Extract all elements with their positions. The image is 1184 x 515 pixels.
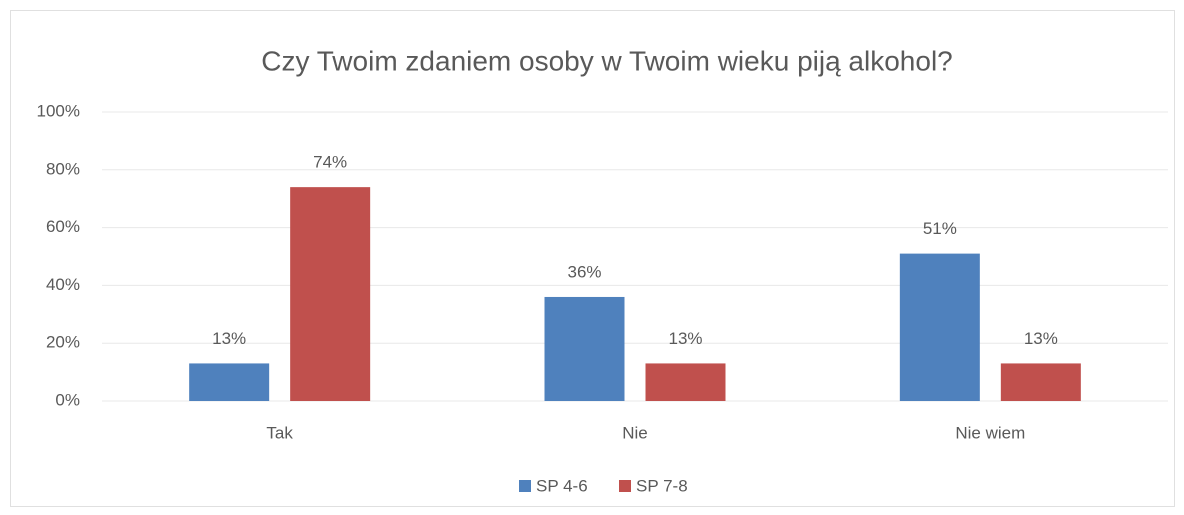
legend-label: SP 7-8 [636, 476, 688, 495]
y-tick-label: 0% [55, 390, 80, 409]
y-tick-label: 80% [46, 159, 80, 178]
bar [899, 253, 980, 401]
bar [645, 363, 726, 401]
bar [1000, 363, 1081, 401]
y-tick-label: 40% [46, 275, 80, 294]
legend-label: SP 4-6 [536, 476, 588, 495]
chart-title: Czy Twoim zdaniem osoby w Twoim wieku pi… [261, 45, 952, 76]
bar [544, 296, 625, 401]
data-label: 13% [1024, 329, 1058, 348]
data-label: 13% [668, 329, 702, 348]
x-tick-label: Nie wiem [955, 423, 1025, 442]
legend-swatch [519, 480, 531, 492]
bar [290, 187, 371, 401]
data-label: 74% [313, 153, 347, 172]
data-label: 36% [567, 262, 601, 281]
bar [189, 363, 270, 401]
x-tick-label: Tak [266, 423, 293, 442]
data-label: 51% [923, 219, 957, 238]
chart-border [10, 10, 1175, 507]
x-tick-label: Nie [622, 423, 648, 442]
data-label: 13% [212, 329, 246, 348]
y-tick-label: 60% [46, 217, 80, 236]
legend-swatch [619, 480, 631, 492]
y-tick-label: 20% [46, 333, 80, 352]
y-tick-label: 100% [37, 101, 80, 120]
